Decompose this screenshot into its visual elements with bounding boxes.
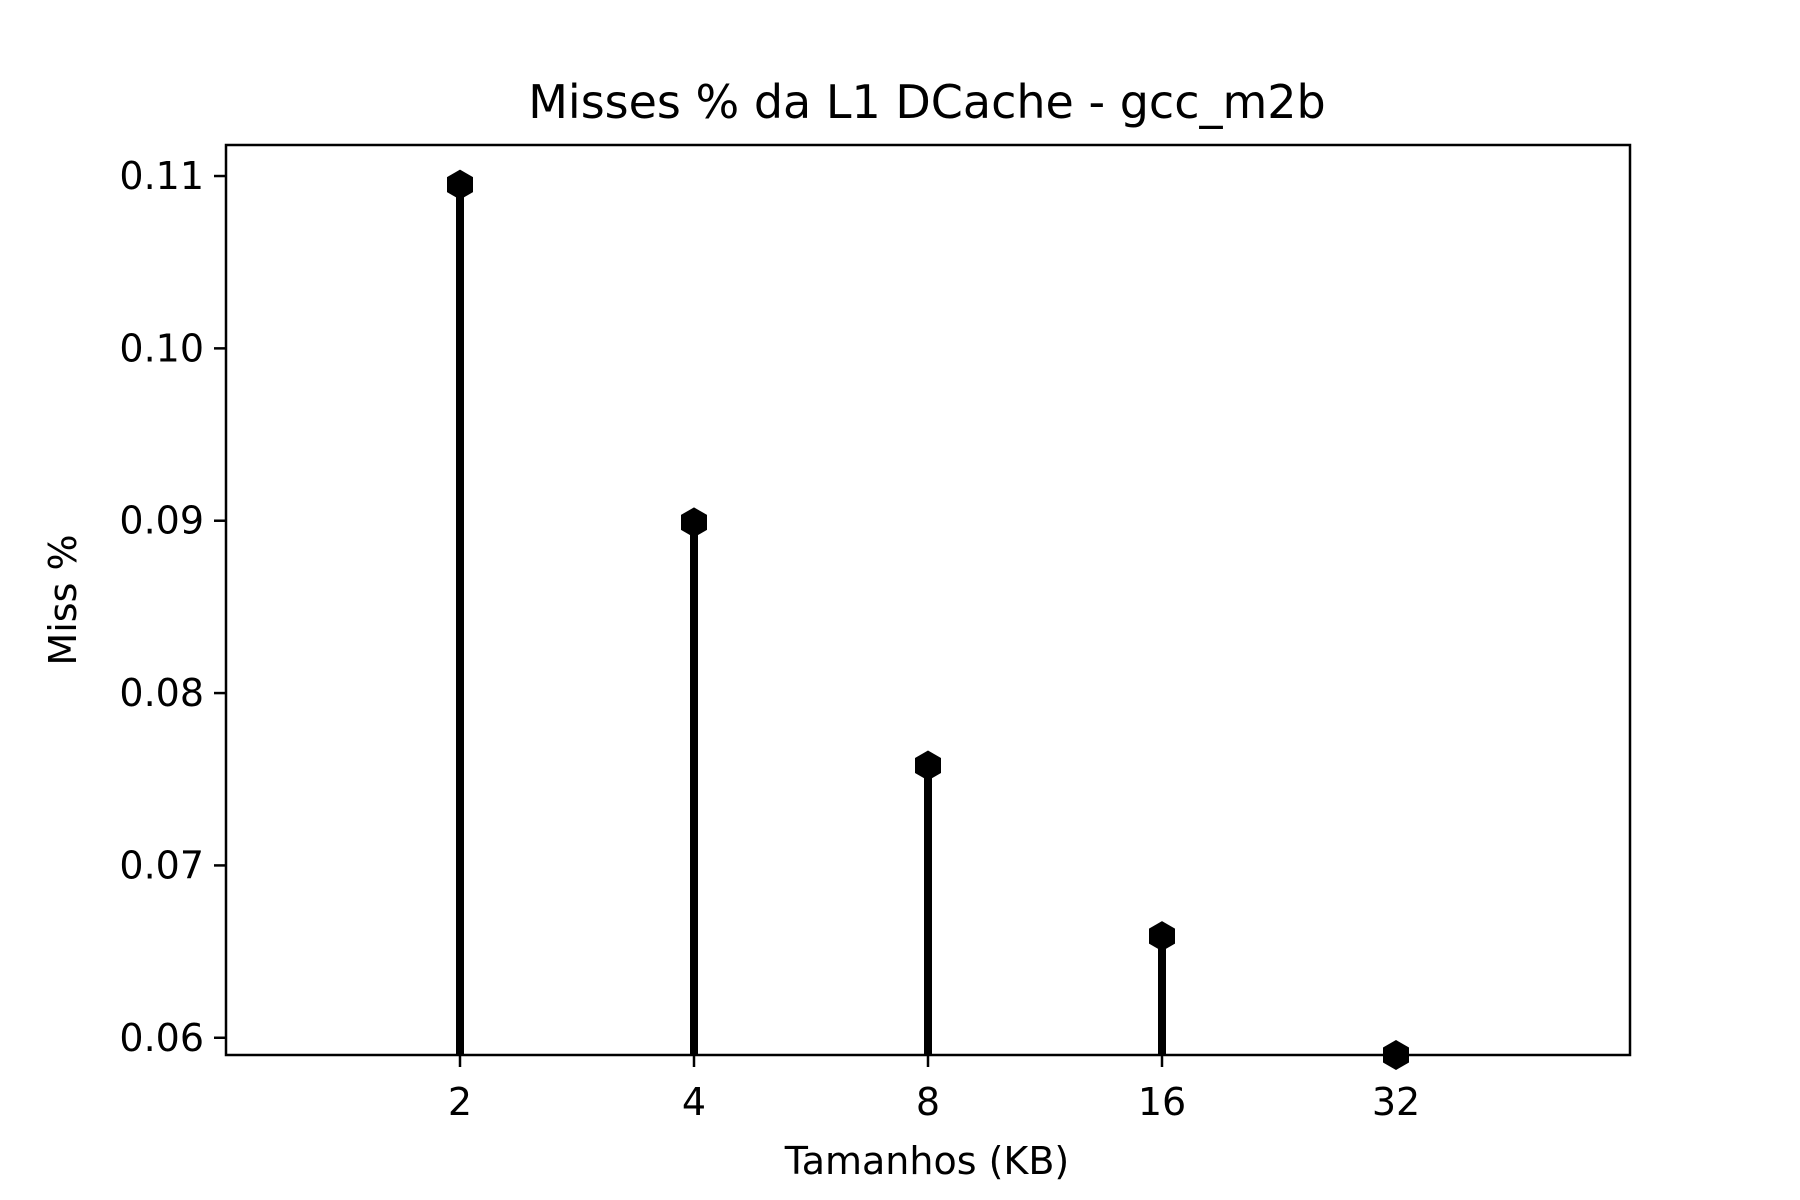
chart-title: Misses % da L1 DCache - gcc_m2b [528, 75, 1326, 129]
stem-marker [681, 507, 707, 538]
y-axis: 0.06 0.07 0.08 0.09 0.10 0.11 [119, 154, 226, 1060]
y-axis-label: Miss % [41, 534, 85, 665]
data-series [447, 169, 1409, 1070]
y-tick-label: 0.06 [119, 1016, 204, 1060]
x-tick-label: 8 [916, 1080, 940, 1124]
x-axis: 2 4 8 16 32 [448, 1055, 1420, 1124]
stem-marker [915, 750, 941, 781]
y-tick-label: 0.11 [119, 154, 204, 198]
y-tick-label: 0.07 [119, 843, 204, 887]
stem-marker [447, 169, 473, 200]
x-tick-label: 16 [1138, 1080, 1186, 1124]
stem-marker [1383, 1040, 1409, 1070]
stem-marker [1149, 921, 1175, 952]
y-tick-label: 0.08 [119, 671, 204, 715]
x-tick-label: 4 [682, 1080, 706, 1124]
x-axis-label: Tamanhos (KB) [784, 1139, 1069, 1183]
x-tick-label: 2 [448, 1080, 472, 1124]
x-tick-label: 32 [1372, 1080, 1420, 1124]
y-tick-label: 0.09 [119, 499, 204, 543]
y-tick-label: 0.10 [119, 326, 204, 370]
